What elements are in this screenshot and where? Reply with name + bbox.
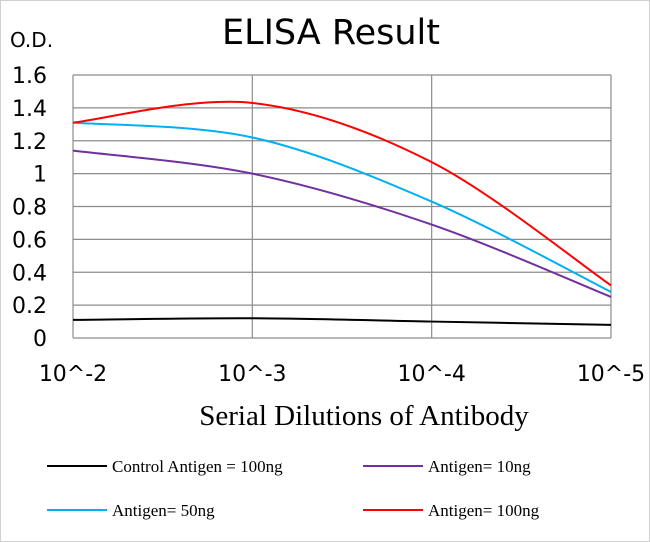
y-tick-label: 1.6 — [12, 64, 47, 89]
x-tick-label: 10^-5 — [577, 362, 645, 387]
y-tick-label: 1.4 — [12, 97, 47, 122]
legend: Control Antigen = 100ng Antigen= 10ng Anti… — [47, 457, 540, 520]
x-tick-label: 10^-4 — [397, 362, 465, 387]
series-line-2 — [72, 121, 612, 293]
x-tick-label: 10^-3 — [218, 362, 286, 387]
legend-label-2: Antigen= 50ng — [112, 501, 215, 520]
y-tick-label: 1 — [33, 163, 47, 188]
x-axis-label: Serial Dilutions of Antibody — [199, 400, 529, 432]
series-line-3 — [72, 100, 612, 287]
legend-label-0: Control Antigen = 100ng — [112, 457, 283, 476]
y-tick-label: 0.8 — [12, 196, 47, 221]
legend-label-1: Antigen= 10ng — [428, 457, 531, 476]
x-tick-labels: 10^-2 10^-3 10^-4 10^-5 — [39, 362, 645, 387]
chart-title: ELISA Result — [222, 13, 440, 53]
y-tick-label: 0.2 — [12, 294, 47, 319]
y-tick-labels: 0 0.2 0.4 0.6 0.8 1 1.2 1.4 1.6 — [12, 64, 47, 352]
y-tick-label: 0.6 — [12, 228, 47, 253]
grid-lines — [72, 74, 612, 339]
y-tick-label: 1.2 — [12, 130, 47, 155]
y-axis-label: O.D. — [10, 28, 53, 52]
y-tick-label: 0.4 — [12, 261, 47, 286]
legend-label-3: Antigen= 100ng — [428, 501, 540, 520]
y-tick-label: 0 — [33, 327, 47, 352]
series-lines — [72, 100, 612, 326]
series-line-0 — [72, 317, 612, 326]
series-line-1 — [72, 149, 612, 298]
x-tick-label: 10^-2 — [39, 362, 107, 387]
